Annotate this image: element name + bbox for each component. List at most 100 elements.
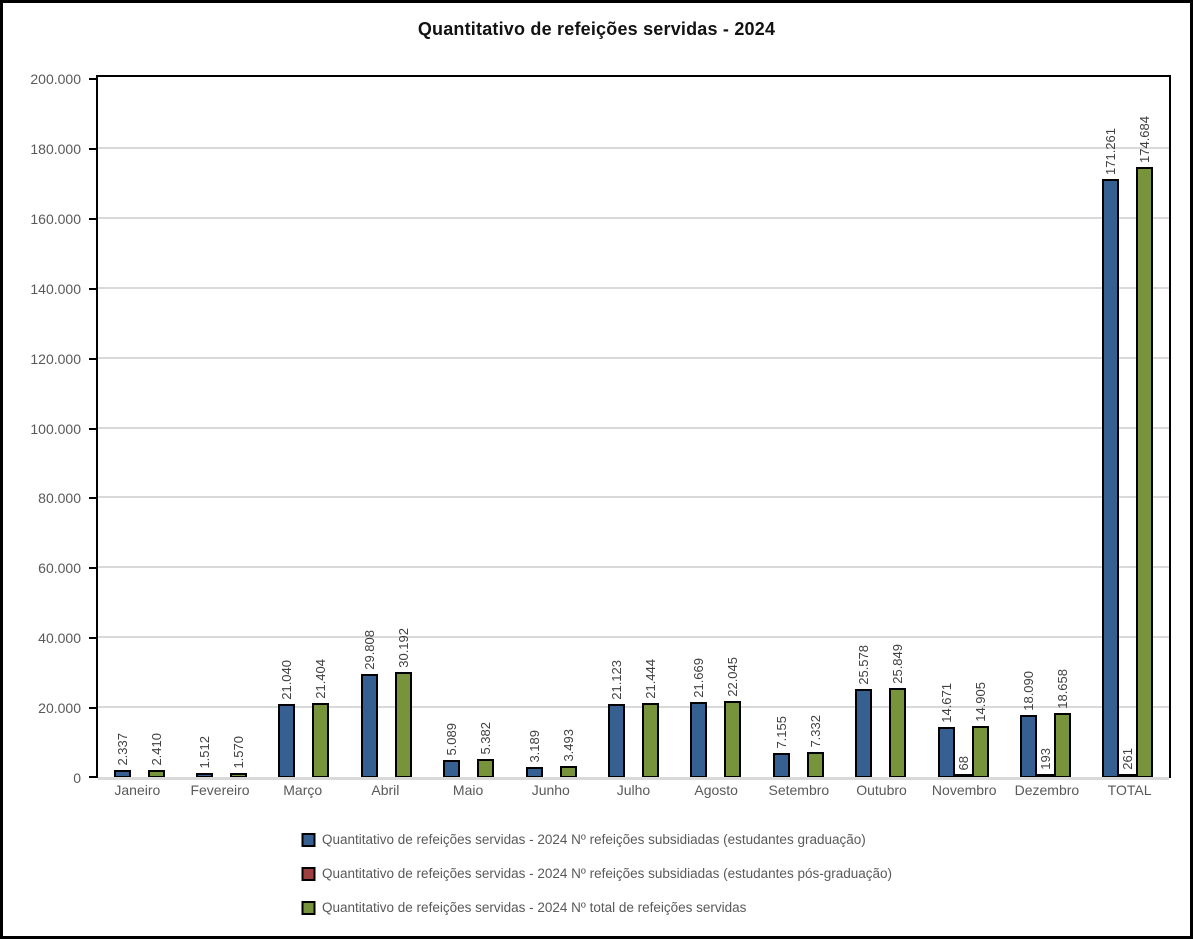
- data-label: 1.512: [197, 736, 213, 769]
- bars-row: 2.337 2.410 1.512 1.570 21.040 21.404 29.808 30…: [98, 77, 1169, 778]
- bar-group: 25.578 25.849: [840, 77, 922, 778]
- bar-total: [724, 701, 742, 778]
- bar-slot: [378, 77, 395, 778]
- x-axis-label: Fevereiro: [190, 782, 250, 798]
- bar-total: [1136, 167, 1154, 778]
- x-axis-label: Abril: [371, 782, 400, 798]
- x-axis-label: Maio: [452, 782, 484, 798]
- y-axis-tick-label: 160.000: [30, 210, 81, 227]
- bar-slot: 1.512: [196, 77, 214, 778]
- data-label: 21.123: [609, 660, 625, 700]
- y-axis-tick-label: 120.000: [30, 350, 81, 367]
- bar-group: 5.089 5.382: [428, 77, 510, 778]
- bar-total: [971, 726, 989, 778]
- gridline: [98, 146, 1169, 149]
- data-label: 14.671: [938, 683, 954, 723]
- bar-slot: 21.404: [312, 77, 330, 778]
- bar-slot: 7.155: [772, 77, 790, 778]
- y-axis-tickmark: [89, 427, 98, 430]
- bar-slot: 25.849: [889, 77, 907, 778]
- data-label: 21.669: [691, 658, 707, 698]
- legend-item: Quantitativo de refeições servidas - 202…: [301, 866, 892, 881]
- bar-slot: [460, 77, 477, 778]
- bar-group: 3.189 3.493: [510, 77, 592, 778]
- bar-graduacao: [608, 704, 626, 778]
- bar-slot: [872, 77, 889, 778]
- x-axis-label: Março: [283, 782, 323, 798]
- bar-slot: 193: [1036, 77, 1054, 778]
- gridline: [98, 706, 1169, 709]
- bar-group: 7.155 7.332: [757, 77, 839, 778]
- data-label: 29.808: [361, 630, 377, 670]
- gridline: [98, 566, 1169, 569]
- bar-slot: [295, 77, 312, 778]
- bar-slot: [131, 77, 148, 778]
- y-axis-tickmark: [89, 776, 98, 778]
- legend-item: Quantitativo de refeições servidas - 202…: [301, 832, 866, 847]
- bar-graduacao: [855, 689, 873, 778]
- bar-slot: 2.337: [113, 77, 131, 778]
- bar-slot: 261: [1119, 77, 1137, 778]
- bar-slot: 18.658: [1053, 77, 1071, 778]
- gridline: [98, 426, 1169, 429]
- gridline: [98, 496, 1169, 499]
- bar-slot: 25.578: [855, 77, 873, 778]
- bar-graduacao: [443, 760, 461, 778]
- bar-slot: 174.684: [1136, 77, 1154, 778]
- bar-slot: 29.808: [360, 77, 378, 778]
- data-label: 5.089: [444, 723, 460, 756]
- data-label: 2.410: [148, 733, 164, 766]
- bar-graduacao: [360, 674, 378, 778]
- data-label: 1.570: [231, 736, 247, 769]
- data-label: 5.382: [478, 722, 494, 755]
- bar-graduacao: [772, 753, 790, 778]
- y-axis-tick-label: 100.000: [30, 420, 81, 437]
- legend-label: Quantitativo de refeições servidas - 202…: [322, 866, 892, 881]
- bar-total: [642, 703, 660, 778]
- y-axis: 0 20.000 40.000 60.000 80.000 100.000 120.000 1…: [3, 71, 89, 786]
- bar-group: 1.512 1.570: [180, 77, 262, 778]
- x-axis-label: Setembro: [768, 782, 830, 798]
- bar-graduacao: [278, 704, 296, 778]
- bar-slot: [625, 77, 642, 778]
- bar-slot: 14.905: [971, 77, 989, 778]
- y-axis-tick-label: 0: [73, 770, 81, 786]
- x-axis-label: Dezembro: [1014, 782, 1080, 798]
- y-axis-tickmark: [89, 217, 98, 220]
- bar-slot: 3.189: [525, 77, 543, 778]
- y-axis-tickmark: [89, 357, 98, 360]
- bar-slot: 3.493: [559, 77, 577, 778]
- bar-slot: 2.410: [147, 77, 165, 778]
- data-label: 3.189: [526, 730, 542, 763]
- y-axis-tick-label: 200.000: [30, 71, 81, 87]
- x-axis-label: Julho: [616, 782, 651, 798]
- data-label: 3.493: [560, 729, 576, 762]
- y-axis-tick-label: 80.000: [38, 490, 81, 507]
- data-label: 22.045: [725, 657, 741, 697]
- data-label: 14.905: [972, 682, 988, 722]
- legend-swatch-graduacao-icon: [301, 832, 315, 847]
- bar-graduacao: [690, 702, 708, 778]
- x-axis-line: [98, 777, 1169, 780]
- bar-slot: 7.332: [806, 77, 824, 778]
- y-axis-tick-label: 40.000: [38, 630, 81, 647]
- data-label: 21.444: [643, 659, 659, 699]
- data-label: 68: [955, 755, 971, 770]
- y-axis-tickmark: [89, 637, 98, 640]
- legend-swatch-total-icon: [301, 900, 315, 915]
- bar-total: [889, 688, 907, 778]
- data-label: 174.684: [1137, 116, 1153, 163]
- data-label: 25.849: [890, 644, 906, 684]
- bar-group: 18.090 193 18.658: [1004, 77, 1086, 778]
- y-axis-tick-label: 60.000: [38, 560, 81, 577]
- bar-group: 21.040 21.404: [263, 77, 345, 778]
- legend-label: Quantitativo de refeições servidas - 202…: [322, 832, 866, 847]
- bar-group: 171.261 261 174.684: [1087, 77, 1169, 778]
- bar-total: [1053, 713, 1071, 778]
- bar-slot: 30.192: [394, 77, 412, 778]
- gridline: [98, 636, 1169, 639]
- bar-graduacao: [937, 727, 955, 778]
- bar-slot: 5.089: [443, 77, 461, 778]
- gridline: [98, 356, 1169, 359]
